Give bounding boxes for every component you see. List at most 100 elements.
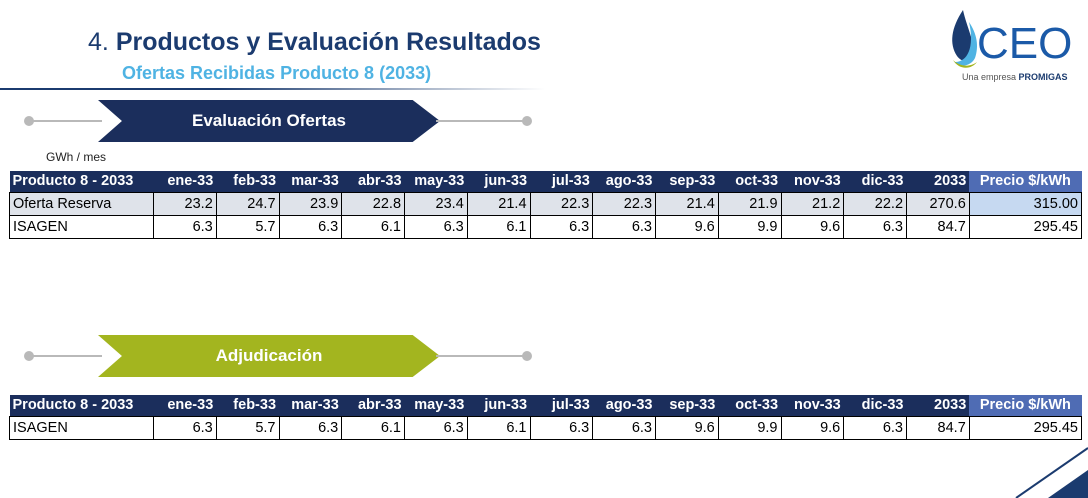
table-cell: 84.7	[906, 415, 970, 440]
table-cell: 6.3	[153, 415, 217, 440]
title-underline	[0, 88, 545, 90]
column-header: oct-33	[718, 171, 782, 192]
column-header: abr-33	[341, 171, 405, 192]
page-title: 4. Productos y Evaluación Resultados	[88, 28, 541, 57]
column-header: may-33	[404, 171, 468, 192]
corner-decoration	[1015, 447, 1088, 498]
banner-left-dot	[24, 116, 34, 126]
table-cell: ISAGEN	[8, 214, 155, 239]
column-header: feb-33	[216, 171, 280, 192]
table-cell: 9.6	[655, 214, 719, 239]
table-cell: 22.2	[843, 191, 908, 216]
table-row: ISAGEN 6.3 5.7 6.3 6.1 6.3 6.1 6.3 6.3 9…	[8, 214, 1083, 239]
table-cell: 23.4	[404, 191, 468, 216]
table-cell: 6.3	[529, 415, 594, 440]
unit-label: GWh / mes	[46, 150, 107, 164]
table-cell: 21.9	[717, 191, 782, 216]
column-header: dic-33	[843, 395, 907, 416]
banner-right-line	[436, 355, 528, 357]
adjudication-banner: Adjudicación	[24, 335, 536, 377]
table-cell: 21.2	[780, 191, 845, 216]
column-header: feb-33	[216, 395, 280, 416]
table-cell: 270.6	[906, 191, 970, 216]
column-header: nov-33	[781, 395, 844, 416]
table-cell: 24.7	[215, 191, 280, 216]
column-header: Producto 8 - 2033	[9, 171, 154, 192]
table-cell: 6.3	[404, 214, 468, 239]
column-header: may-33	[404, 395, 468, 416]
table-cell: 23.2	[153, 191, 217, 216]
table-cell: 21.4	[466, 191, 531, 216]
logo-tagline: Una empresa PROMIGAS	[962, 72, 1068, 82]
table-cell: 6.1	[466, 214, 531, 239]
banner-label: Adjudicación	[215, 346, 323, 365]
table-cell: 6.3	[404, 415, 468, 440]
banner-arrow: Evaluación Ofertas	[98, 100, 440, 142]
column-header: abr-33	[341, 395, 405, 416]
award-table: Producto 8 - 2033 ene-33 feb-33 mar-33 a…	[8, 395, 1083, 440]
column-header: nov-33	[781, 171, 844, 192]
column-header: jul-33	[530, 395, 593, 416]
column-header: oct-33	[718, 395, 782, 416]
table-cell: 22.8	[341, 191, 406, 216]
table-cell: 6.3	[843, 214, 908, 239]
banner-arrow: Adjudicación	[98, 335, 440, 377]
table-cell-price: 295.45	[968, 415, 1083, 440]
column-header-price: Precio $/kWh	[969, 171, 1082, 192]
column-header: sep-33	[655, 171, 719, 192]
table-row: ISAGEN 6.3 5.7 6.3 6.1 6.3 6.1 6.3 6.3 9…	[8, 415, 1083, 440]
column-header: sep-33	[655, 395, 719, 416]
column-header: ene-33	[153, 395, 217, 416]
column-header: dic-33	[843, 171, 907, 192]
table-cell: 6.3	[592, 415, 657, 440]
table-cell: 6.3	[278, 214, 343, 239]
column-header: jul-33	[530, 171, 593, 192]
table-cell: 22.3	[592, 191, 657, 216]
table-cell: 22.3	[529, 191, 594, 216]
table-header-row: Producto 8 - 2033 ene-33 feb-33 mar-33 a…	[9, 395, 1082, 416]
table-cell: ISAGEN	[8, 415, 155, 440]
table-cell: 6.1	[466, 415, 531, 440]
table-cell: 6.3	[843, 415, 908, 440]
table-cell: 9.6	[655, 415, 719, 440]
offers-table: Producto 8 - 2033 ene-33 feb-33 mar-33 a…	[8, 171, 1083, 239]
table-cell-price: 295.45	[968, 214, 1083, 239]
table-cell: 9.9	[717, 415, 782, 440]
banner-right-dot	[522, 116, 532, 126]
table-cell: 9.6	[780, 214, 845, 239]
banner-left-line	[32, 120, 102, 122]
section-number: 4.	[88, 28, 109, 56]
logo-text: CEO	[977, 19, 1072, 68]
banner-left-line	[32, 355, 102, 357]
banner-left-dot	[24, 351, 34, 361]
table-cell: 23.9	[278, 191, 343, 216]
table-cell: 9.6	[780, 415, 845, 440]
banner-right-line	[436, 120, 528, 122]
column-header: jun-33	[467, 171, 531, 192]
table-cell: 9.9	[717, 214, 782, 239]
table-cell: 6.1	[341, 415, 406, 440]
table-cell: 84.7	[906, 214, 970, 239]
table-header-row: Producto 8 - 2033 ene-33 feb-33 mar-33 a…	[9, 171, 1082, 192]
logo-drop-light-icon	[955, 22, 977, 66]
table-cell: 6.3	[153, 214, 217, 239]
banner-right-dot	[522, 351, 532, 361]
section-title: Productos y Evaluación Resultados	[115, 28, 541, 56]
column-header: Producto 8 - 2033	[9, 395, 154, 416]
column-header: ene-33	[153, 171, 217, 192]
table-row: Oferta Reserva 23.2 24.7 23.9 22.8 23.4 …	[8, 191, 1083, 216]
table-cell: 5.7	[215, 415, 280, 440]
banner-label: Evaluación Ofertas	[191, 111, 346, 130]
table-cell: Oferta Reserva	[8, 191, 155, 216]
ceo-logo: CEO	[952, 10, 1072, 68]
table-cell: 5.7	[215, 214, 280, 239]
evaluation-banner: Evaluación Ofertas	[24, 100, 536, 142]
table-cell: 6.1	[341, 214, 406, 239]
column-header: 2033	[906, 395, 970, 416]
column-header: mar-33	[279, 395, 342, 416]
column-header-price: Precio $/kWh	[969, 395, 1082, 416]
table-cell: 6.3	[278, 415, 343, 440]
column-header: ago-33	[592, 395, 656, 416]
column-header: mar-33	[279, 171, 342, 192]
logo-leaf-icon	[953, 60, 977, 68]
